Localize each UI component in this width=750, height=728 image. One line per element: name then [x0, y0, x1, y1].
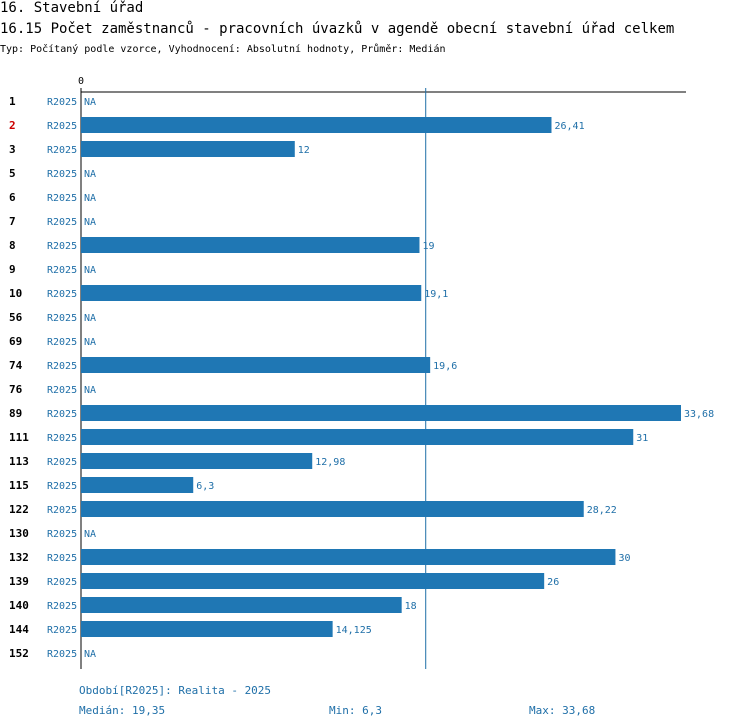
footer-max: Max: 33,68 [529, 704, 596, 717]
bar-value-label: 26,41 [554, 121, 584, 132]
bar-value-label: NA [84, 385, 96, 396]
row-id-label: 74 [9, 359, 23, 372]
row-id-label: 8 [9, 239, 16, 252]
row-period-label: R2025 [47, 289, 77, 300]
bar [81, 501, 584, 517]
row-id-label: 2 [9, 119, 16, 132]
bar [81, 117, 552, 133]
row-period-label: R2025 [47, 601, 77, 612]
bar-value-label: 19 [422, 241, 434, 252]
footer-min: Min: 6,3 [329, 704, 382, 717]
row-period-label: R2025 [47, 409, 77, 420]
bar-value-label: NA [84, 649, 96, 660]
row-period-label: R2025 [47, 313, 77, 324]
bar [81, 285, 422, 301]
row-period-label: R2025 [47, 649, 77, 660]
row-id-label: 89 [9, 407, 22, 420]
row-period-label: R2025 [47, 529, 77, 540]
row-period-label: R2025 [47, 481, 77, 492]
row-period-label: R2025 [47, 553, 77, 564]
bar-value-label: 30 [618, 553, 630, 564]
row-id-label: 10 [9, 287, 22, 300]
bar-value-label: NA [84, 529, 96, 540]
bar-value-label: 19,6 [433, 361, 457, 372]
row-period-label: R2025 [47, 577, 77, 588]
chart-title: 16.15 Počet zaměstnanců - pracovních úva… [0, 21, 675, 37]
row-id-label: 1 [9, 95, 16, 108]
row-id-label: 130 [9, 527, 29, 540]
chart-subtitle: Typ: Počítaný podle vzorce, Vyhodnocení:… [0, 44, 446, 55]
row-id-label: 69 [9, 335, 22, 348]
bar-value-label: 6,3 [196, 481, 214, 492]
row-id-label: 111 [9, 431, 29, 444]
bar-value-label: 28,22 [587, 505, 617, 516]
row-id-label: 3 [9, 143, 16, 156]
row-period-label: R2025 [47, 145, 77, 156]
row-period-label: R2025 [47, 193, 77, 204]
row-period-label: R2025 [47, 625, 77, 636]
bar-value-label: NA [84, 265, 96, 276]
bar-value-label: NA [84, 193, 96, 204]
row-period-label: R2025 [47, 169, 77, 180]
row-period-label: R2025 [47, 457, 77, 468]
row-id-label: 7 [9, 215, 16, 228]
row-id-label: 113 [9, 455, 29, 468]
row-id-label: 144 [9, 623, 29, 636]
section-title: 16. Stavební úřad [0, 0, 144, 16]
row-period-label: R2025 [47, 265, 77, 276]
row-id-label: 5 [9, 167, 16, 180]
bar-value-label: 14,125 [336, 625, 372, 636]
bar-value-label: NA [84, 337, 96, 348]
bar [81, 597, 402, 613]
bar [81, 573, 545, 589]
bar-value-label: 18 [405, 601, 417, 612]
row-id-label: 6 [9, 191, 16, 204]
row-id-label: 76 [9, 383, 23, 396]
row-period-label: R2025 [47, 433, 77, 444]
bar-value-label: 12 [298, 145, 310, 156]
bar-value-label: NA [84, 169, 96, 180]
bar [81, 429, 634, 445]
bar-value-label: 33,68 [684, 409, 714, 420]
row-id-label: 139 [9, 575, 29, 588]
footer-period: Období[R2025]: Realita - 2025 [79, 684, 272, 697]
bar [81, 357, 431, 373]
row-period-label: R2025 [47, 505, 77, 516]
footer-median: Medián: 19,35 [79, 704, 166, 717]
bar-value-label: 12,98 [315, 457, 345, 468]
row-period-label: R2025 [47, 361, 77, 372]
row-id-label: 122 [9, 503, 29, 516]
row-period-label: R2025 [47, 385, 77, 396]
bar-value-label: 26 [547, 577, 559, 588]
row-period-label: R2025 [47, 217, 77, 228]
bar [81, 405, 681, 421]
bar [81, 453, 313, 469]
row-id-label: 132 [9, 551, 29, 564]
row-id-label: 56 [9, 311, 23, 324]
row-period-label: R2025 [47, 97, 77, 108]
bar [81, 237, 420, 253]
bar-value-label: NA [84, 313, 96, 324]
bar-value-label: 19,1 [424, 289, 448, 300]
row-period-label: R2025 [47, 337, 77, 348]
row-id-label: 152 [9, 647, 29, 660]
bar [81, 621, 333, 637]
row-period-label: R2025 [47, 241, 77, 252]
axis-zero-label: 0 [78, 76, 84, 87]
bar [81, 549, 616, 565]
row-id-label: 9 [9, 263, 16, 276]
bar [81, 477, 194, 493]
bar [81, 141, 295, 157]
bar-value-label: 31 [636, 433, 648, 444]
row-id-label: 140 [9, 599, 29, 612]
row-id-label: 115 [9, 479, 29, 492]
bar-value-label: NA [84, 217, 96, 228]
row-period-label: R2025 [47, 121, 77, 132]
bar-value-label: NA [84, 97, 96, 108]
